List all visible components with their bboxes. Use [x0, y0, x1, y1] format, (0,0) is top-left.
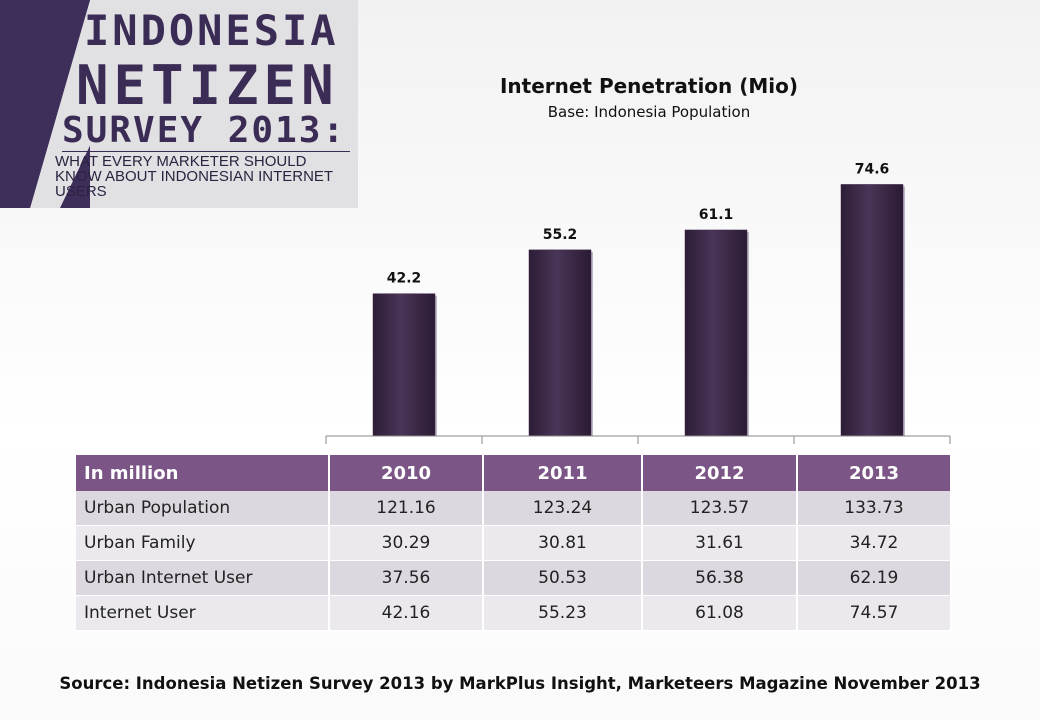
- bar-data-label: 55.2: [543, 227, 578, 243]
- table-cell: 42.16: [329, 595, 484, 631]
- bar-2010: [372, 293, 436, 437]
- table-cell: 37.56: [329, 560, 484, 596]
- table-header-cell: 2013: [797, 455, 952, 491]
- bar-data-label: 61.1: [699, 207, 734, 223]
- table-cell: 30.29: [329, 525, 484, 561]
- table-cell-label: Urban Population: [76, 491, 330, 526]
- logo-line-3: SURVEY 2013:: [62, 110, 347, 151]
- table-cell-label: Urban Internet User: [76, 560, 330, 596]
- x-axis: [325, 435, 951, 444]
- table-cell: 31.61: [642, 525, 798, 561]
- table-cell: 56.38: [642, 560, 798, 596]
- logo-line-1: INDONESIA: [84, 6, 339, 55]
- table-cell: 34.72: [797, 525, 952, 561]
- table-header-cell: In million: [76, 455, 330, 491]
- bar-data-label: 42.2: [387, 271, 422, 287]
- table-cell: 121.16: [329, 491, 484, 526]
- table-row: Urban Population 121.16 123.24 123.57 13…: [76, 491, 952, 526]
- table-row: Internet User 42.16 55.23 61.08 74.57: [76, 595, 952, 631]
- table-header-cell: 2010: [329, 455, 484, 491]
- table-cell: 50.53: [483, 560, 643, 596]
- table-cell: 55.23: [483, 595, 643, 631]
- logo-divider: [62, 151, 350, 152]
- table-row: Urban Internet User 37.56 50.53 56.38 62…: [76, 560, 952, 596]
- logo-subtitle: WHAT EVERY MARKETER SHOULD KNOW ABOUT IN…: [55, 153, 333, 200]
- table-cell-label: Urban Family: [76, 525, 330, 561]
- table-header-cell: 2012: [642, 455, 798, 491]
- table-cell: 61.08: [642, 595, 798, 631]
- table-header-cell: 2011: [483, 455, 643, 491]
- bars-group: 42.2 55.2 61.1 74.6: [372, 161, 905, 437]
- table-cell: 74.57: [797, 595, 952, 631]
- logo-line-2: NETIZEN: [76, 54, 339, 117]
- table-cell: 123.57: [642, 491, 798, 526]
- chart-title: Internet Penetration (Mio): [499, 74, 799, 98]
- table-cell: 133.73: [797, 491, 952, 526]
- data-table: In million 2010 2011 2012 2013 Urban Pop…: [76, 455, 952, 631]
- table-cell: 123.24: [483, 491, 643, 526]
- table-header-row: In million 2010 2011 2012 2013: [76, 455, 952, 491]
- chart-subtitle: Base: Indonesia Population: [547, 103, 751, 121]
- bar-data-label: 74.6: [855, 161, 890, 177]
- bar-chart: 42.2 55.2 61.1 74.6: [325, 161, 951, 444]
- table-cell: 62.19: [797, 560, 952, 596]
- bar-2013: [840, 184, 904, 437]
- table-cell-label: Internet User: [76, 595, 330, 631]
- bar-2011: [528, 249, 592, 437]
- table-cell: 30.81: [483, 525, 643, 561]
- survey-logo: INDONESIA NETIZEN SURVEY 2013: WHAT EVER…: [0, 0, 358, 208]
- table-row: Urban Family 30.29 30.81 31.61 34.72: [76, 525, 952, 561]
- source-note: Source: Indonesia Netizen Survey 2013 by…: [59, 674, 981, 693]
- logo-wedge-shape: [0, 0, 160, 208]
- bar-2012: [684, 229, 748, 437]
